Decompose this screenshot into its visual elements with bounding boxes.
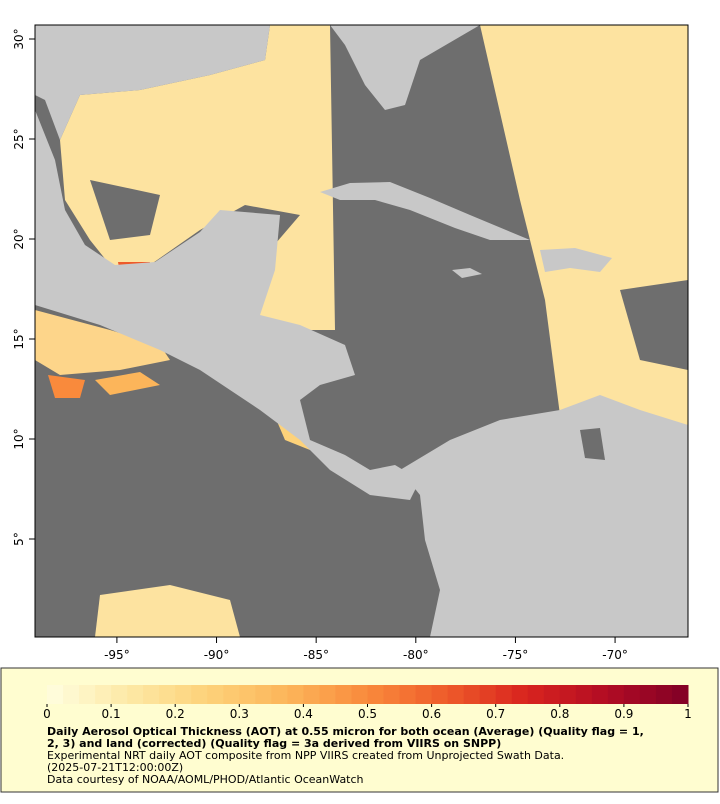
colorbar-tick-label: 0 — [43, 707, 51, 721]
aot-pacific — [95, 585, 240, 637]
colorbar-segment — [415, 685, 433, 704]
colorbar-segment — [559, 685, 577, 704]
caption-note: (2025-07-21T12:00:00Z) — [47, 761, 183, 774]
colorbar-segment — [639, 685, 657, 704]
colorbar-segment — [463, 685, 481, 704]
colorbar-tick-label: 0.9 — [614, 707, 633, 721]
y-tick-label: 30° — [12, 28, 26, 49]
colorbar-segment — [127, 685, 144, 704]
colorbar-segment — [399, 685, 417, 704]
colorbar-segment — [655, 685, 673, 704]
land — [400, 395, 688, 637]
land — [35, 110, 420, 500]
colorbar-segment — [287, 685, 304, 704]
x-tick-label: -95° — [104, 648, 130, 662]
x-tick-label: -75° — [503, 648, 529, 662]
colorbar-segment — [495, 685, 513, 704]
colorbar: 0 0.1 0.2 0.3 0.4 0.5 0.6 0.7 0.8 0.9 1 — [43, 685, 692, 721]
colorbar-tick-label: 0.6 — [422, 707, 441, 721]
y-tick-label: 10° — [12, 428, 26, 449]
colorbar-segment — [671, 685, 689, 704]
colorbar-segment — [175, 685, 192, 704]
aot-pacific — [95, 372, 160, 395]
no-data — [620, 280, 688, 370]
colorbar-segment — [47, 685, 64, 704]
colorbar-segment — [207, 685, 224, 704]
colorbar-segment — [431, 685, 449, 704]
colorbar-segment — [191, 685, 208, 704]
aot-high — [48, 375, 85, 398]
colorbar-segment — [255, 685, 272, 704]
colorbar-segment — [511, 685, 529, 704]
map-area — [35, 25, 688, 637]
colorbar-segment — [479, 685, 497, 704]
land — [330, 25, 480, 110]
colorbar-segment — [543, 685, 561, 704]
no-data — [90, 180, 160, 240]
colorbar-segment — [335, 685, 352, 704]
y-tick-label: 20° — [12, 228, 26, 249]
colorbar-segment — [575, 685, 593, 704]
colorbar-tick-label: 0.5 — [358, 707, 377, 721]
y-tick-label: 5° — [12, 532, 26, 546]
colorbar-segment — [79, 685, 96, 704]
colorbar-segment — [447, 685, 465, 704]
colorbar-segment — [319, 685, 336, 704]
caption-title: Daily Aerosol Optical Thickness (AOT) at… — [47, 725, 644, 738]
island — [540, 248, 612, 272]
x-tick-label: -90° — [204, 648, 230, 662]
island — [320, 182, 530, 240]
colorbar-segment — [351, 685, 368, 704]
colorbar-segment — [159, 685, 176, 704]
colorbar-tick-label: 0.7 — [486, 707, 505, 721]
colorbar-segment — [239, 685, 256, 704]
colorbar-segment — [111, 685, 128, 704]
colorbar-tick-label: 1 — [684, 707, 692, 721]
caption-note: Experimental NRT daily AOT composite fro… — [47, 749, 564, 762]
colorbar-segment — [623, 685, 641, 704]
colorbar-segment — [527, 685, 545, 704]
colorbar-segment — [271, 685, 288, 704]
x-tick-label: -85° — [303, 648, 329, 662]
colorbar-tick-label: 0.2 — [166, 707, 185, 721]
aot-swath — [60, 25, 335, 330]
colorbar-tick-label: 0.4 — [294, 707, 313, 721]
caption-title: 2, 3) and land (corrected) (Quality flag… — [47, 737, 501, 750]
colorbar-segment — [607, 685, 625, 704]
x-tick-label: -80° — [403, 648, 429, 662]
colorbar-segment — [303, 685, 320, 704]
colorbar-segment — [383, 685, 401, 704]
colorbar-segment — [223, 685, 240, 704]
x-tick-label: -70° — [602, 648, 628, 662]
colorbar-tick-label: 0.3 — [230, 707, 249, 721]
axes: -95° -90° -85° -80° -75° -70° 5° 10° 15° 20° 25° 30… — [12, 28, 628, 662]
caption-note: Data courtesy of NOAA/AOML/PHOD/Atlantic… — [47, 773, 364, 786]
lake — [580, 428, 605, 460]
island — [452, 268, 482, 278]
y-tick-label: 25° — [12, 128, 26, 149]
land — [35, 25, 270, 140]
map-frame — [34, 24, 689, 638]
colorbar-segment — [63, 685, 80, 704]
colorbar-segment — [591, 685, 609, 704]
colorbar-tick-label: 0.1 — [102, 707, 121, 721]
colorbar-tick-label: 0.8 — [550, 707, 569, 721]
y-tick-label: 15° — [12, 328, 26, 349]
colorbar-segment — [95, 685, 112, 704]
aot-pacific — [35, 310, 170, 375]
colorbar-segment — [143, 685, 160, 704]
colorbar-segment — [367, 685, 385, 704]
